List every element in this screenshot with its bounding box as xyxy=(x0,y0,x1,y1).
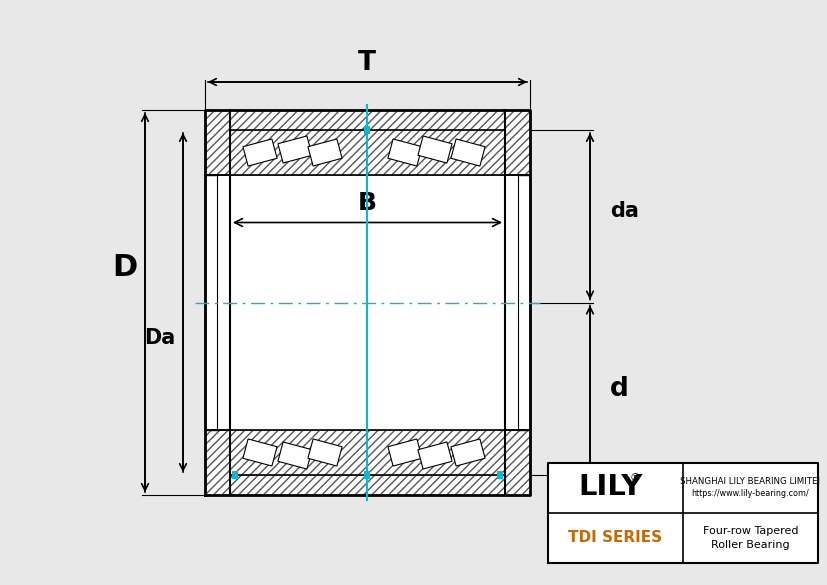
Text: TDI SERIES: TDI SERIES xyxy=(568,531,662,545)
Polygon shape xyxy=(418,136,452,163)
Polygon shape xyxy=(278,442,312,469)
Polygon shape xyxy=(451,439,485,466)
Text: Roller Bearing: Roller Bearing xyxy=(710,540,789,550)
Text: T: T xyxy=(357,50,375,76)
Polygon shape xyxy=(278,136,312,163)
Polygon shape xyxy=(364,126,370,134)
Polygon shape xyxy=(230,430,366,475)
Polygon shape xyxy=(205,110,529,175)
Polygon shape xyxy=(232,471,237,479)
Polygon shape xyxy=(547,463,817,563)
Text: Four-row Tapered: Four-row Tapered xyxy=(702,526,797,536)
Polygon shape xyxy=(230,130,366,175)
Polygon shape xyxy=(388,139,422,166)
Polygon shape xyxy=(308,439,342,466)
Polygon shape xyxy=(418,442,452,469)
Text: Da: Da xyxy=(144,328,174,347)
Text: ®: ® xyxy=(629,473,640,483)
Text: D: D xyxy=(112,253,137,282)
Polygon shape xyxy=(366,130,504,175)
Polygon shape xyxy=(388,439,422,466)
Text: https://www.lily-bearing.com/: https://www.lily-bearing.com/ xyxy=(691,490,809,498)
Text: da: da xyxy=(609,201,638,221)
Polygon shape xyxy=(242,439,277,466)
Polygon shape xyxy=(205,430,529,495)
Text: LILY: LILY xyxy=(577,473,642,501)
Polygon shape xyxy=(205,110,529,495)
Polygon shape xyxy=(308,139,342,166)
Polygon shape xyxy=(242,139,277,166)
Polygon shape xyxy=(366,430,504,475)
Text: SHANGHAI LILY BEARING LIMITEI: SHANGHAI LILY BEARING LIMITEI xyxy=(680,477,820,486)
Text: d: d xyxy=(609,376,629,402)
Polygon shape xyxy=(364,471,370,479)
Polygon shape xyxy=(496,471,502,479)
Polygon shape xyxy=(451,139,485,166)
Text: B: B xyxy=(357,191,376,215)
